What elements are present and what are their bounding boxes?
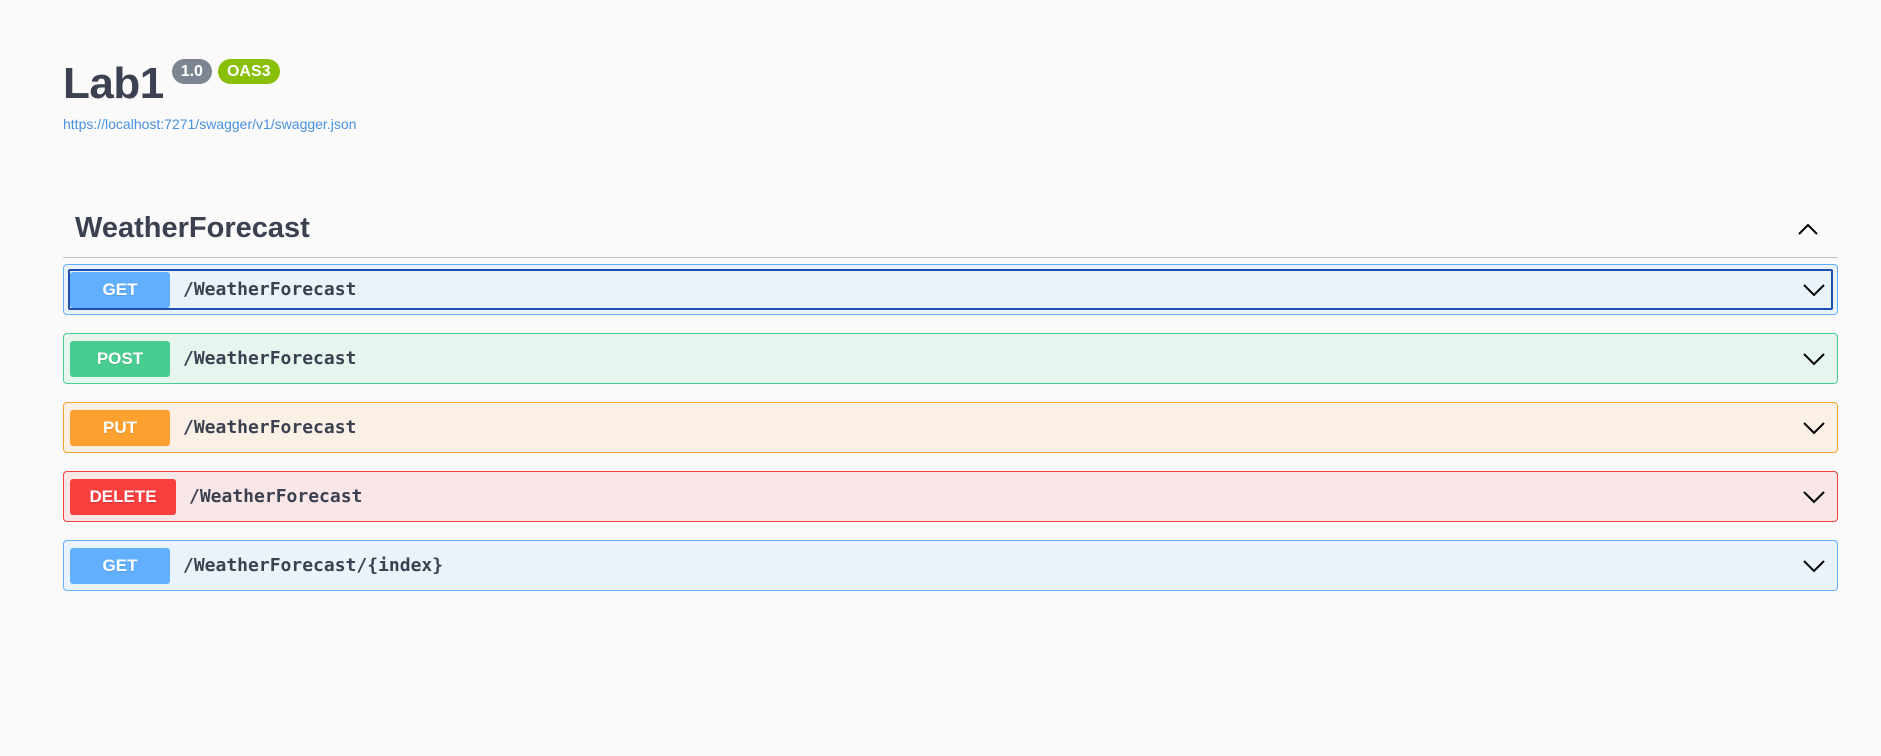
tag-title: WeatherForecast [75, 212, 310, 244]
api-title: Lab1 [63, 59, 164, 108]
operations-list: GET /WeatherForecast POST /WeatherForeca… [63, 264, 1838, 591]
operation-path: /WeatherForecast [183, 348, 357, 369]
api-info: Lab1 1.0 OAS3 https://localhost:7271/swa… [63, 58, 356, 132]
method-badge-put: PUT [70, 409, 170, 446]
tag-header[interactable]: WeatherForecast [63, 200, 1838, 258]
method-badge-get: GET [70, 547, 170, 584]
chevron-down-icon[interactable] [1801, 484, 1827, 510]
operation-get-weatherforecast-index[interactable]: GET /WeatherForecast/{index} [63, 540, 1838, 591]
operation-path: /WeatherForecast [189, 486, 363, 507]
chevron-up-icon[interactable] [1788, 209, 1828, 249]
chevron-down-icon[interactable] [1801, 346, 1827, 372]
title-row: Lab1 1.0 OAS3 [63, 58, 356, 110]
operation-path: /WeatherForecast/{index} [183, 555, 444, 576]
chevron-down-icon[interactable] [1801, 277, 1827, 303]
operation-path: /WeatherForecast [183, 279, 357, 300]
operation-get-weatherforecast[interactable]: GET /WeatherForecast [63, 264, 1838, 315]
spec-url-link[interactable]: https://localhost:7271/swagger/v1/swagge… [63, 116, 357, 132]
operation-delete-weatherforecast[interactable]: DELETE /WeatherForecast [63, 471, 1838, 522]
method-badge-get: GET [70, 271, 170, 308]
tag-section-weatherforecast: WeatherForecast GET /WeatherForecast POS… [63, 200, 1838, 609]
operation-put-weatherforecast[interactable]: PUT /WeatherForecast [63, 402, 1838, 453]
badges: 1.0 OAS3 [171, 59, 280, 84]
chevron-down-icon[interactable] [1801, 553, 1827, 579]
chevron-down-icon[interactable] [1801, 415, 1827, 441]
method-badge-post: POST [70, 340, 170, 377]
oas-badge: OAS3 [217, 59, 280, 84]
version-badge: 1.0 [171, 59, 212, 84]
method-badge-delete: DELETE [70, 478, 176, 515]
operation-path: /WeatherForecast [183, 417, 357, 438]
operation-post-weatherforecast[interactable]: POST /WeatherForecast [63, 333, 1838, 384]
